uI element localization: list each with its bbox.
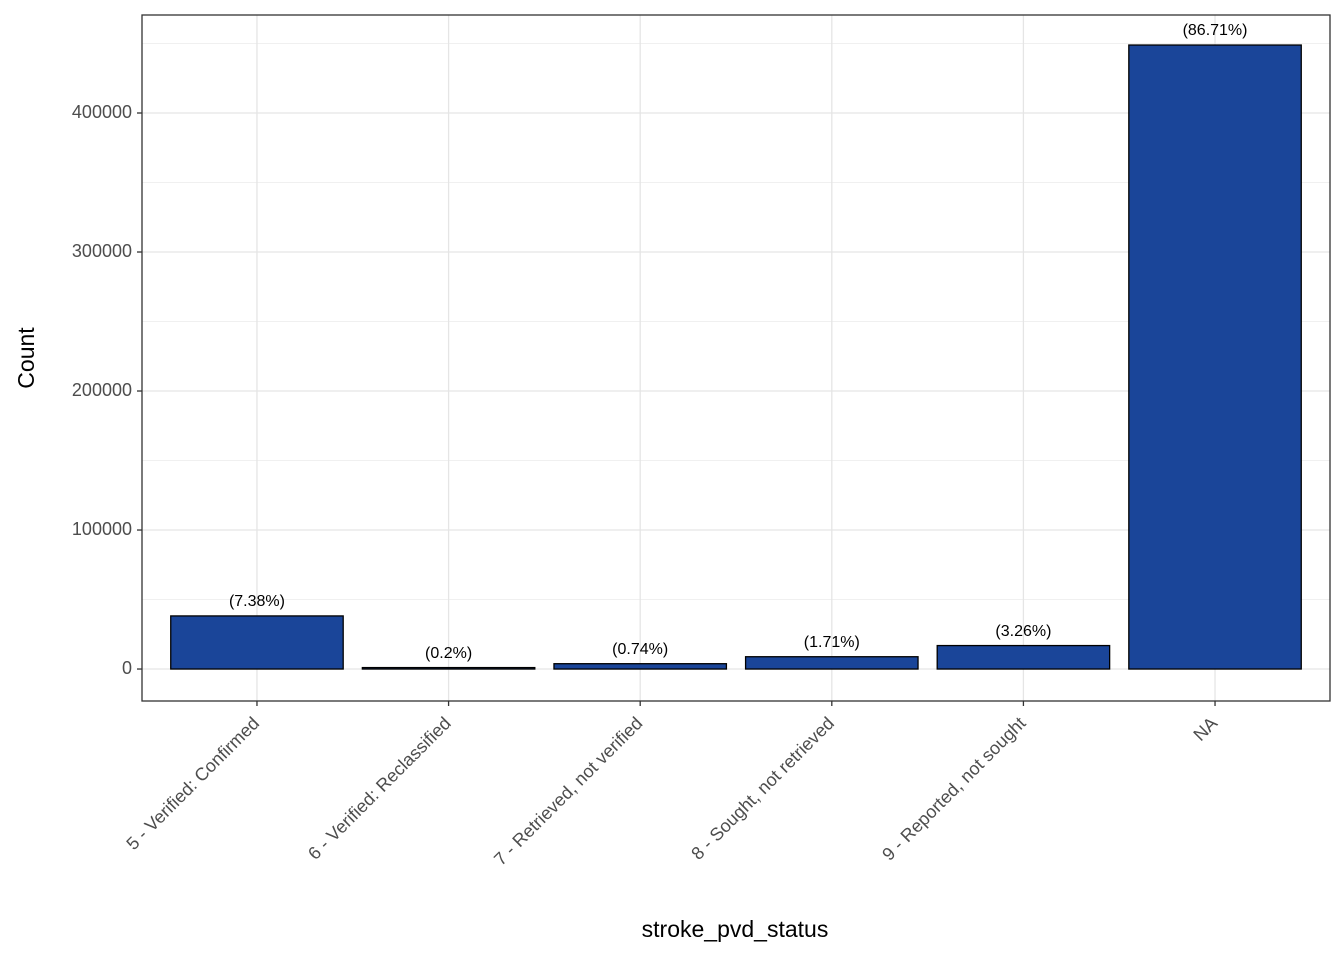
bar bbox=[361, 666, 536, 670]
y-axis-title: Count bbox=[13, 327, 39, 389]
y-tick-label: 100000 bbox=[72, 519, 132, 539]
bar-label: (7.38%) bbox=[229, 593, 285, 610]
y-tick-label: 300000 bbox=[72, 241, 132, 261]
bar-label: (0.2%) bbox=[425, 645, 472, 662]
bar bbox=[936, 644, 1111, 670]
y-tick-label: 400000 bbox=[72, 102, 132, 122]
y-tick-label: 0 bbox=[122, 658, 132, 678]
bar-label: (3.26%) bbox=[995, 623, 1051, 640]
y-tick-label: 200000 bbox=[72, 380, 132, 400]
bar bbox=[170, 615, 344, 670]
plot-border bbox=[141, 14, 1331, 702]
bar-label: (0.74%) bbox=[612, 641, 668, 658]
bar bbox=[553, 663, 728, 670]
bar-label: (1.71%) bbox=[804, 634, 860, 651]
bar bbox=[744, 656, 919, 670]
x-axis-title: stroke_pvd_status bbox=[642, 916, 829, 942]
bar bbox=[1128, 44, 1302, 670]
bar-label: (86.71%) bbox=[1183, 22, 1248, 39]
